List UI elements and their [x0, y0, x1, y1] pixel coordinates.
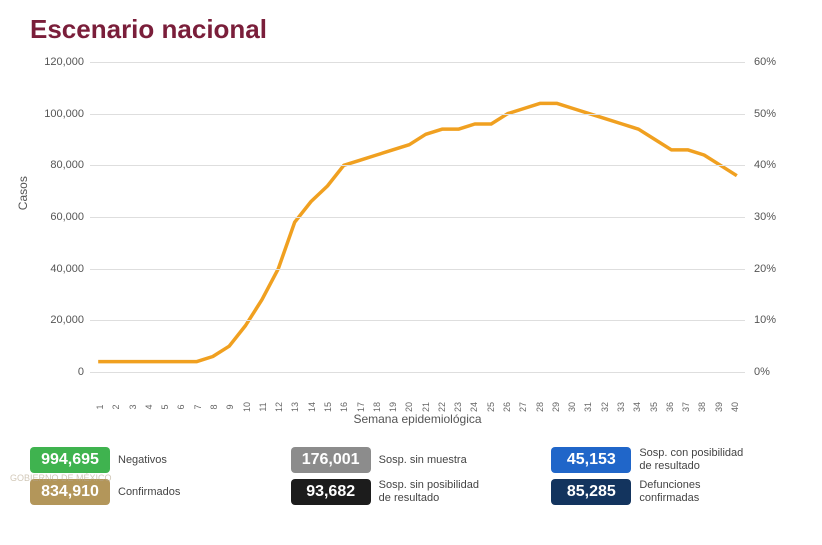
x-axis-labels: 1234567891011121314151617181920212223242… [90, 394, 745, 404]
legend-item: 93,682 Sosp. sin posibilidad de resultado [291, 479, 540, 505]
y-left-tick: 40,000 [50, 263, 84, 275]
x-tick-label: 33 [616, 400, 626, 414]
legend-label: Sosp. con posibilidad de resultado [639, 447, 743, 472]
x-tick-label: 6 [177, 400, 187, 414]
x-tick-label: 27 [518, 400, 528, 414]
legend-badge: 45,153 [551, 447, 631, 473]
x-tick-label: 26 [502, 400, 512, 414]
x-tick-label: 11 [258, 400, 268, 414]
legend-badge: 85,285 [551, 479, 631, 505]
watermark-text: GOBIERNO DE MÉXICO [10, 474, 112, 483]
page-title: Escenario nacional [30, 14, 802, 45]
x-tick-label: 28 [535, 400, 545, 414]
y-axis-left: Casos 020,00040,00060,00080,000100,00012… [30, 62, 88, 372]
x-tick-label: 1 [95, 400, 105, 414]
x-tick-label: 9 [225, 400, 235, 414]
legend-label: Defunciones confirmadas [639, 479, 700, 504]
legend-label: Confirmados [118, 486, 180, 499]
x-tick-label: 32 [600, 400, 610, 414]
x-tick-label: 31 [584, 400, 594, 414]
legend-item: 994,695 Negativos [30, 447, 279, 473]
x-tick-label: 39 [714, 400, 724, 414]
x-tick-label: 25 [486, 400, 496, 414]
legend-item: 45,153 Sosp. con posibilidad de resultado [551, 447, 800, 473]
x-tick-label: 7 [193, 400, 203, 414]
grid-line [90, 62, 745, 63]
x-tick-label: 37 [681, 400, 691, 414]
legend-badge: 176,001 [291, 447, 371, 473]
grid-line [90, 320, 745, 321]
x-tick-label: 36 [665, 400, 675, 414]
y-left-tick: 20,000 [50, 314, 84, 326]
grid-line [90, 165, 745, 166]
x-tick-label: 3 [128, 400, 138, 414]
legend-badge: 994,695 [30, 447, 110, 473]
x-tick-label: 15 [323, 400, 333, 414]
y-right-tick: 60% [754, 56, 776, 68]
grid-line [90, 269, 745, 270]
legend-item: 85,285 Defunciones confirmadas [551, 479, 800, 505]
x-tick-label: 10 [242, 400, 252, 414]
chart-plot-area: 1234567891011121314151617181920212223242… [90, 62, 745, 372]
y-right-tick: 50% [754, 108, 776, 120]
y-right-tick: 20% [754, 263, 776, 275]
grid-line [90, 217, 745, 218]
chart-container: Casos 020,00040,00060,00080,000100,00012… [30, 57, 800, 427]
x-tick-label: 2 [111, 400, 121, 414]
y-right-tick: 40% [754, 159, 776, 171]
x-tick-label: 5 [160, 400, 170, 414]
x-tick-label: 14 [307, 400, 317, 414]
y-left-tick: 100,000 [44, 108, 84, 120]
x-tick-label: 35 [649, 400, 659, 414]
legend-label: Sosp. sin posibilidad de resultado [379, 479, 479, 504]
grid-line [90, 114, 745, 115]
legend-label: Sosp. sin muestra [379, 454, 467, 467]
x-tick-label: 8 [209, 400, 219, 414]
y-axis-left-label: Casos [16, 176, 30, 210]
y-left-tick: 0 [78, 366, 84, 378]
y-right-tick: 10% [754, 314, 776, 326]
legend-label: Negativos [118, 454, 167, 467]
y-axis-right: Positividad 0%10%20%30%40%50%60% [750, 62, 800, 372]
x-tick-label: 13 [291, 400, 301, 414]
x-tick-label: 40 [730, 400, 740, 414]
x-tick-label: 38 [698, 400, 708, 414]
x-tick-label: 34 [632, 400, 642, 414]
x-tick-label: 30 [567, 400, 577, 414]
x-tick-label: 16 [339, 400, 349, 414]
x-tick-label: 12 [274, 400, 284, 414]
x-axis-title: Semana epidemiológica [353, 412, 481, 426]
y-right-tick: 0% [754, 366, 770, 378]
y-right-tick: 30% [754, 211, 776, 223]
y-left-tick: 120,000 [44, 56, 84, 68]
legend-badge: 93,682 [291, 479, 371, 505]
legend-item: 176,001 Sosp. sin muestra [291, 447, 540, 473]
y-left-tick: 60,000 [50, 211, 84, 223]
y-left-tick: 80,000 [50, 159, 84, 171]
x-tick-label: 29 [551, 400, 561, 414]
grid-line [90, 372, 745, 373]
legend: 994,695 Negativos 176,001 Sosp. sin muestra… [30, 447, 800, 505]
x-tick-label: 4 [144, 400, 154, 414]
